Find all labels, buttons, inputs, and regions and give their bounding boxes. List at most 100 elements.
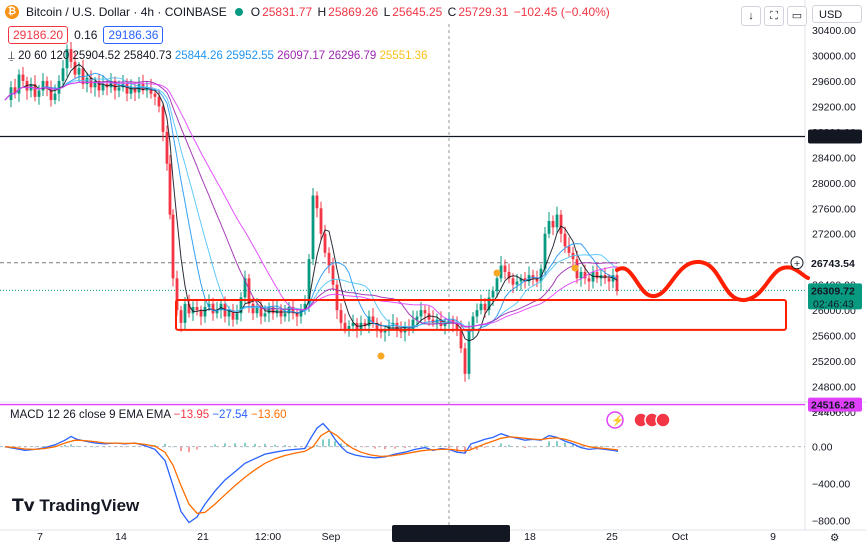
candle-body (33, 84, 37, 97)
candle-body (207, 303, 211, 307)
candle-body (519, 278, 523, 282)
ma-value-6: 25551.36 (376, 50, 428, 62)
resistance-price-label: 28727.19 (811, 132, 855, 144)
sell-button[interactable]: 29186.20 (8, 26, 69, 44)
candle-body (563, 233, 567, 247)
candle-body (463, 348, 467, 374)
macd-histogram-bar (316, 445, 318, 447)
macd-histogram-bar (394, 446, 396, 449)
macd-histogram-bar (294, 445, 296, 447)
open-label: O (250, 5, 261, 19)
buy-button[interactable]: 29186.36 (103, 26, 164, 44)
macd-histogram-bar (188, 446, 190, 453)
candle-body (267, 306, 271, 314)
candle-body (511, 278, 515, 285)
candle-body (77, 68, 81, 75)
crosshair-date-label: Mon 11 Sep '23 08:00 (400, 529, 502, 541)
candle-body (543, 233, 547, 269)
candle-body (81, 68, 85, 85)
candle-body (13, 87, 17, 94)
open-value: 25831.77 (262, 5, 313, 19)
price-tick-label: 30400.00 (812, 25, 856, 37)
candle-body (93, 80, 97, 88)
high-value: 25869.26 (328, 5, 379, 19)
macd-histogram-bar (384, 446, 386, 450)
candle-body (69, 49, 73, 62)
ma-label[interactable]: 20 60 120 (18, 50, 70, 62)
time-tick-label: 12:00 (255, 531, 281, 543)
macd-histogram-bar (346, 445, 348, 447)
candle-body (447, 319, 451, 323)
price-tick-label: 30000.00 (812, 50, 856, 62)
candle-body (37, 90, 41, 97)
candle-body (495, 278, 499, 292)
candle-body (363, 322, 367, 327)
candle-body (287, 306, 291, 314)
last-price-label-bg (808, 283, 862, 310)
bitcoin-icon: ₿ (5, 5, 19, 19)
candle-body (367, 316, 371, 327)
ma-settings-icon[interactable]: ⍊ (8, 50, 15, 62)
layout-icon[interactable]: ▭ (787, 6, 807, 26)
candle-body (583, 271, 587, 279)
macd-histogram-bar (364, 446, 366, 448)
ma-legend: ⍊ 20 60 120 25904.52 25840.73 25844.26 2… (8, 50, 427, 63)
low-label: L (383, 5, 391, 19)
add-alert-icon (790, 256, 804, 270)
market-status-dot (234, 8, 243, 16)
candle-body (171, 214, 175, 279)
candle-body (455, 322, 459, 330)
macd-histogram-bar (532, 446, 534, 448)
candle-body (523, 278, 527, 282)
last-price-label-countdown: 02:46:43 (813, 298, 854, 310)
candle-body (187, 303, 191, 314)
candle-body (129, 87, 133, 94)
time-tick-label: Sep (322, 531, 341, 543)
event-flag-icon (655, 412, 671, 428)
candle-body (109, 80, 113, 88)
candle-body (21, 74, 25, 81)
candle-body (411, 319, 415, 330)
last-price-label: 26309.72 (811, 285, 855, 297)
time-tick-label: Oct (672, 531, 688, 543)
price-tick-label: 27600.00 (812, 203, 856, 215)
candle-body (125, 84, 129, 94)
macd-histogram-bar (334, 441, 336, 447)
expand-icon[interactable]: ⛶ (764, 6, 784, 26)
currency-select[interactable]: USD (812, 5, 862, 23)
candle-body (507, 271, 511, 279)
candle-body (45, 80, 49, 88)
candle-body (475, 310, 479, 317)
candle-body (311, 195, 315, 260)
low-value: 25645.25 (392, 5, 443, 19)
macd-histogram-bar (274, 444, 276, 447)
symbol-title[interactable]: Bitcoin / U.S. Dollar · 4h · COINBASE (26, 5, 227, 19)
candle-body (199, 310, 203, 317)
candle-body (427, 313, 431, 320)
candle-body (327, 252, 331, 266)
candle-body (85, 77, 89, 85)
candle-body (231, 310, 235, 320)
download-icon[interactable]: ↓ (741, 6, 761, 26)
candle-body (255, 306, 259, 314)
time-tick-label: 9 (770, 531, 776, 543)
ma-value-5: 26296.79 (325, 50, 377, 62)
trade-buttons: 29186.20 0.16 29186.36 (8, 26, 164, 44)
candle-body (471, 316, 475, 330)
candle-body (343, 322, 347, 330)
crosshair-date-bg (392, 525, 510, 542)
time-tick-label: 25 (606, 531, 618, 543)
macd-histogram-bar (322, 439, 324, 447)
candle-body (451, 319, 455, 323)
price-tick-label: 29600.00 (812, 76, 856, 88)
candle-body (291, 306, 295, 314)
candle-body (101, 84, 105, 91)
candle-body (227, 310, 231, 317)
candle-body (179, 310, 183, 323)
macd-histogram-bar (340, 443, 342, 447)
macd-label[interactable]: MACD 12 26 close 9 EMA EMA (10, 409, 171, 421)
candle-body (331, 265, 335, 285)
macd-histogram-bar (440, 445, 442, 447)
candle-body (347, 326, 351, 330)
